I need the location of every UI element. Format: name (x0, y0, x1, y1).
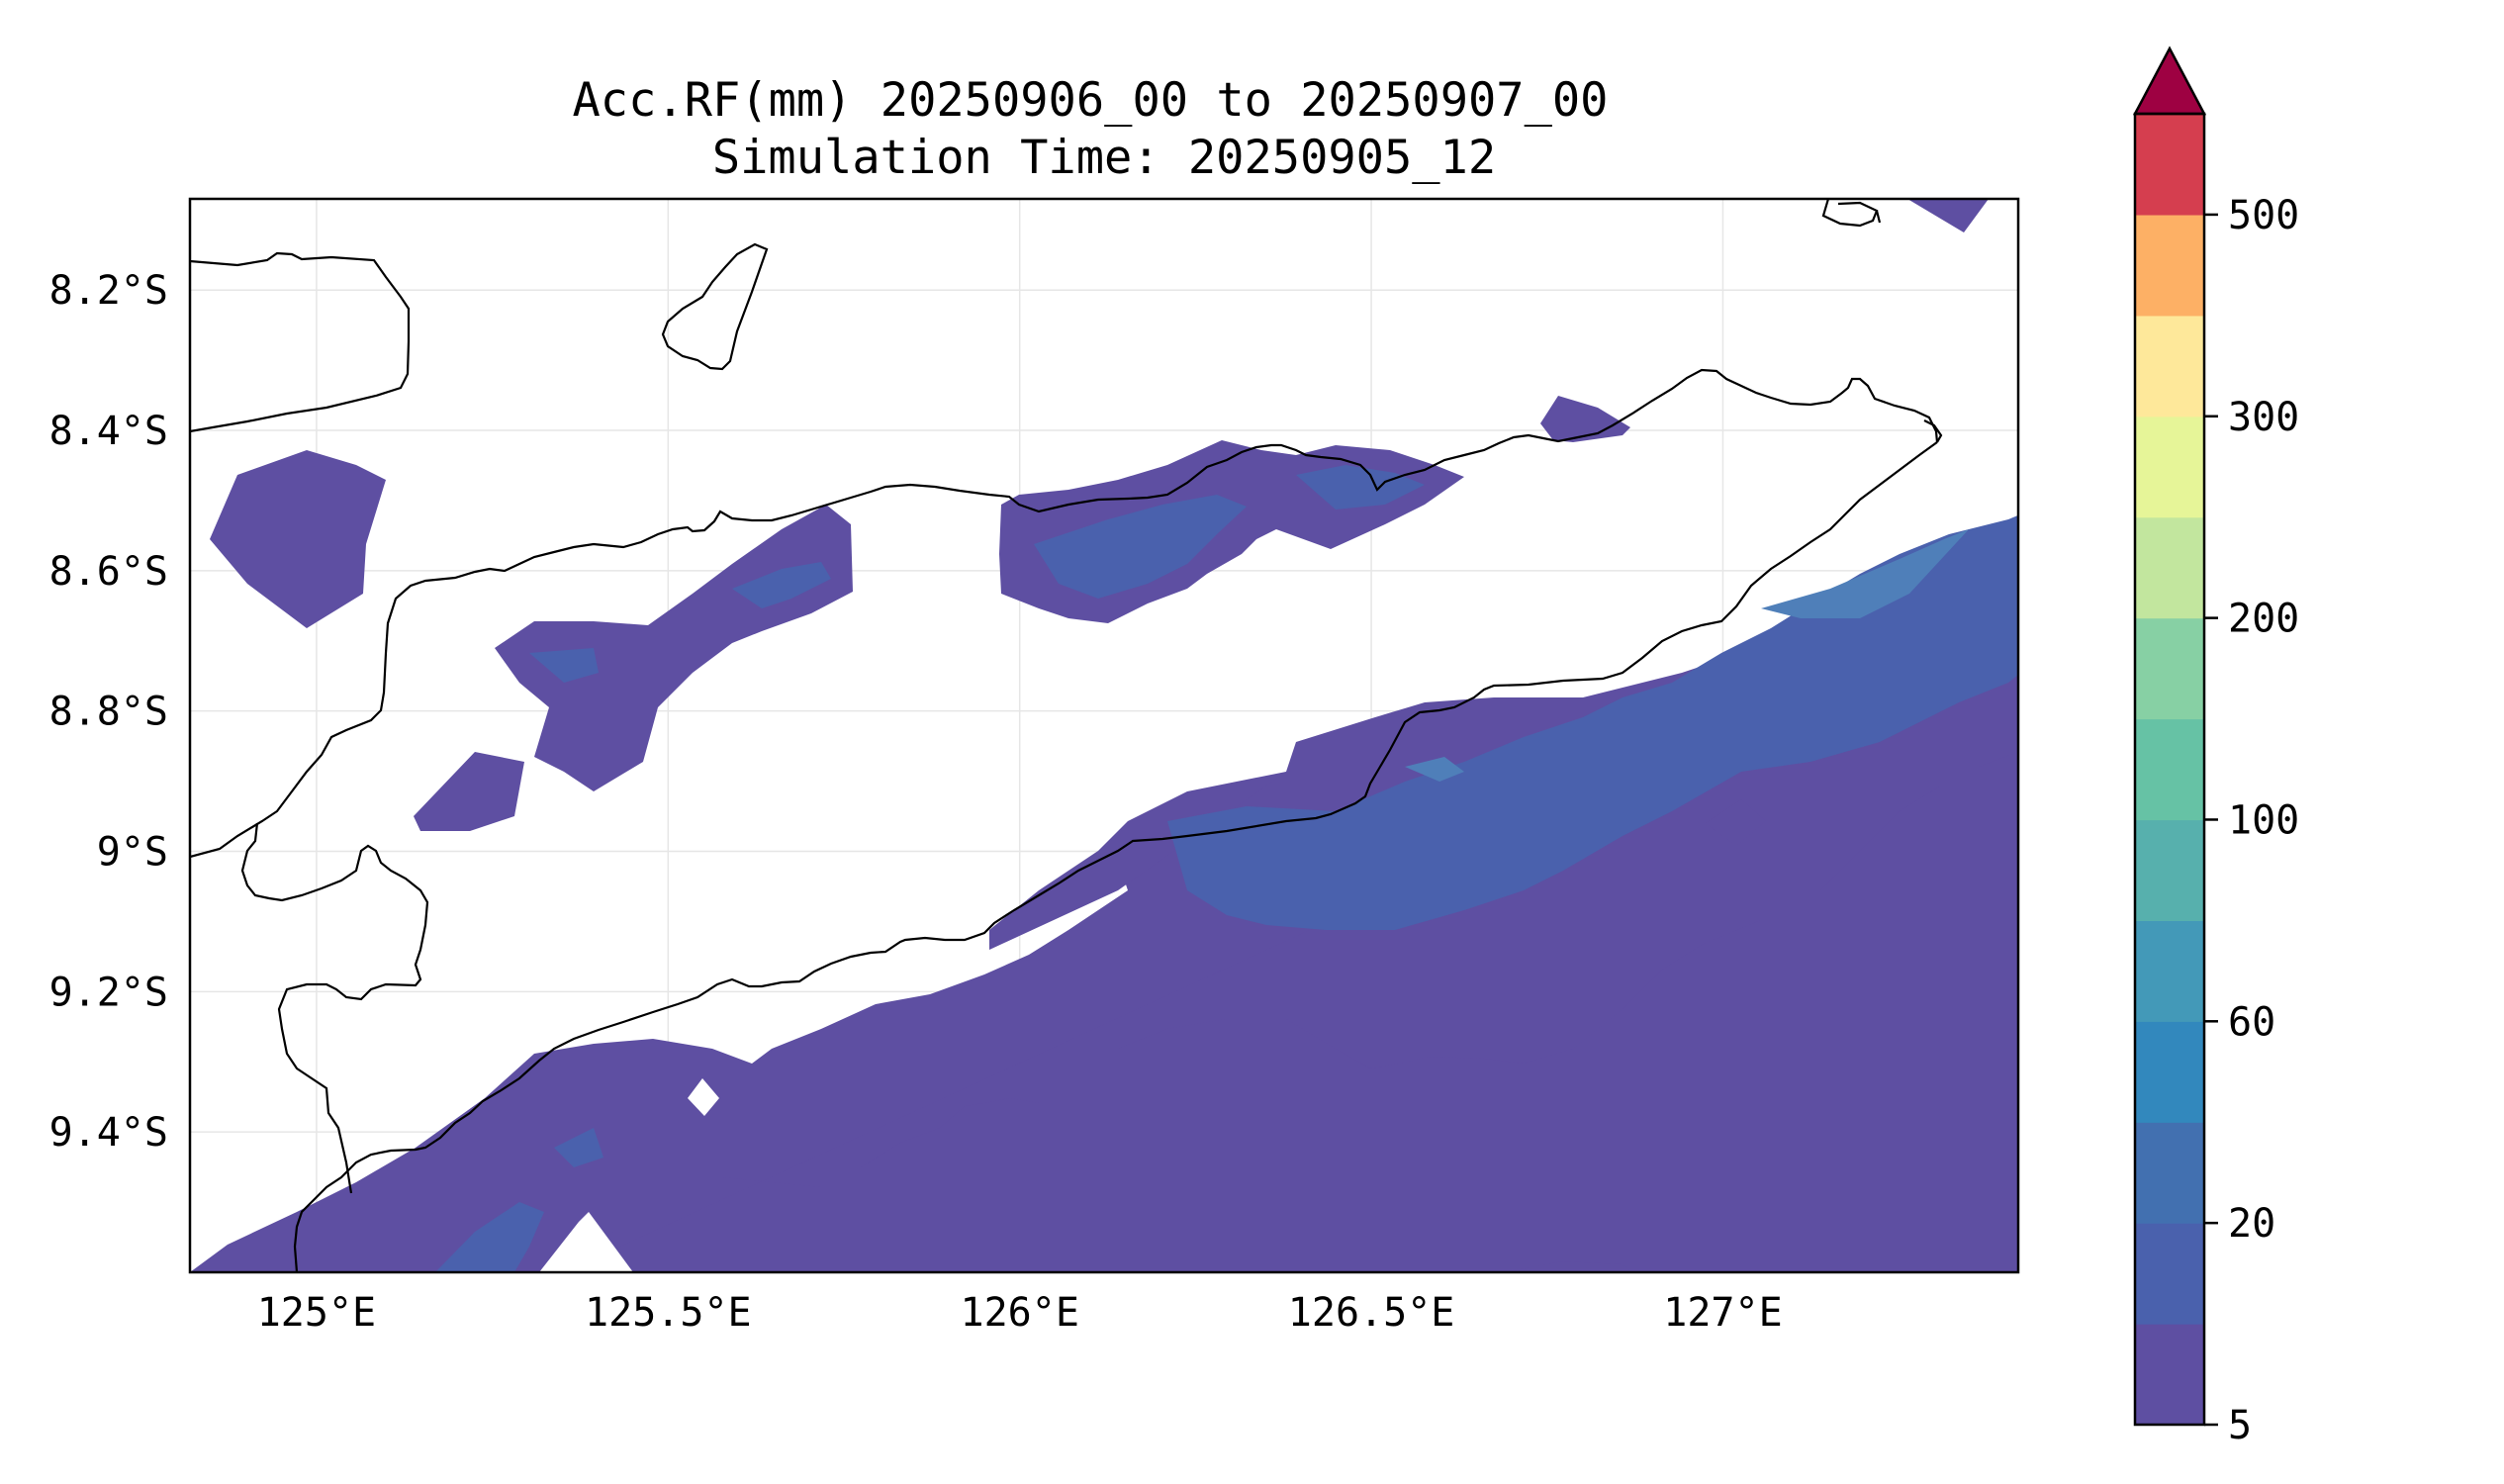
colorbar-extend-triangle (2132, 46, 2207, 116)
lat-tick-label: 8.2°S (49, 268, 168, 314)
coastline-timor-east-tip (1923, 419, 1943, 443)
coastline-wetar-top (1821, 199, 1879, 228)
rain-region-north-east-top (1907, 199, 1989, 232)
lon-tick-labels: 125°E 125.5°E 126°E 126.5°E 127°E (257, 1290, 1783, 1336)
lat-tick-label: 8.8°S (49, 690, 168, 735)
rain-region-west-small (414, 752, 524, 831)
colorbar-band (2135, 1223, 2204, 1325)
coastlines (190, 199, 1943, 1272)
coastline-flores-east (240, 822, 429, 1194)
colorbar-band (2135, 819, 2204, 921)
map-frame (188, 197, 2020, 1274)
rain-region-level2-south (435, 1202, 544, 1272)
map-panel: 125°E 125.5°E 126°E 126.5°E 127°E 8.2°S 8.4°S… (49, 197, 2020, 1336)
coastline-maluku-north-stub (1875, 210, 1882, 224)
lat-tick-label: 9.2°S (49, 970, 168, 1015)
colorbar-band (2135, 617, 2204, 720)
lat-tick-label: 9.4°S (49, 1110, 168, 1156)
lon-tick-label: 125°E (257, 1290, 376, 1336)
lat-tick-label: 9°S (97, 830, 168, 876)
rain-region-south-east-edge (1504, 1261, 1632, 1272)
rain-region-east-small (1706, 799, 1766, 846)
lat-tick-label: 8.4°S (49, 409, 168, 454)
rain-region-north-timor (999, 440, 1464, 623)
colorbar-band (2135, 114, 2204, 216)
lat-tick-label: 8.6°S (49, 549, 168, 595)
lon-tick-label: 126.5°E (1288, 1290, 1455, 1336)
colorbar-band (2135, 1324, 2204, 1426)
rain-region-level3 (1761, 529, 1969, 618)
coastline-atauro (661, 242, 769, 371)
rain-region-atauro-south (495, 505, 853, 791)
lon-tick-label: 126°E (960, 1290, 1078, 1336)
colorbar-tick-label: 60 (2228, 999, 2275, 1045)
rain-hole-1 (688, 1078, 719, 1116)
lat-tick-labels: 8.2°S 8.4°S 8.6°S 8.8°S 9°S 9.2°S 9.4°S (49, 268, 168, 1156)
colorbar-band (2135, 516, 2204, 619)
colorbar-band (2135, 920, 2204, 1022)
coastline-alor-timor-northwest (190, 368, 1939, 859)
rain-hole-2 (539, 1212, 633, 1272)
rain-region-level2 (1167, 514, 2018, 930)
colorbar-band (2135, 718, 2204, 821)
colorbar-tick-label: 500 (2228, 193, 2299, 238)
colorbar-band (2135, 1021, 2204, 1123)
lon-tick-label: 127°E (1663, 1290, 1782, 1336)
coastline-flores-north (190, 251, 411, 433)
rainfall-contours (190, 199, 2018, 1272)
rain-region-level2-north2 (1296, 465, 1425, 510)
colorbar-band (2135, 214, 2204, 317)
coastline-timor-south (293, 441, 1938, 1272)
lon-tick-label: 125.5°E (585, 1290, 752, 1336)
rain-region-level2-mid (732, 562, 831, 608)
colorbar-band (2135, 315, 2204, 417)
rain-region-west-blob (210, 450, 386, 628)
rain-region-level2-south2 (554, 1128, 603, 1167)
colorbar-band (2135, 1122, 2204, 1224)
colorbar-frame (2133, 112, 2206, 1427)
rain-region-level2-mid2 (529, 648, 599, 683)
colorbar-tick-labels: 5 20 60 100 200 300 500 (2204, 193, 2299, 1448)
colorbar-tick-label: 100 (2228, 797, 2299, 843)
colorbar: 5 20 60 100 200 300 500 (2132, 46, 2299, 1448)
colorbar-band (2135, 416, 2204, 518)
colorbar-tick-label: 200 (2228, 597, 2299, 642)
colorbar-tick-label: 20 (2228, 1201, 2275, 1247)
colorbar-tick-label: 300 (2228, 395, 2299, 440)
title-line-2: Simulation Time: 20250905_12 (712, 131, 1496, 185)
title-line-1: Acc.RF(mm) 20250906_00 to 20250907_00 (573, 73, 1609, 128)
rain-region-level2-north (1034, 495, 1247, 599)
rain-region-level3-b (1405, 757, 1464, 782)
rain-region-north-east-small (1540, 396, 1630, 442)
colorbar-tick-label: 5 (2228, 1403, 2252, 1448)
colorbar-bands (2135, 114, 2204, 1426)
